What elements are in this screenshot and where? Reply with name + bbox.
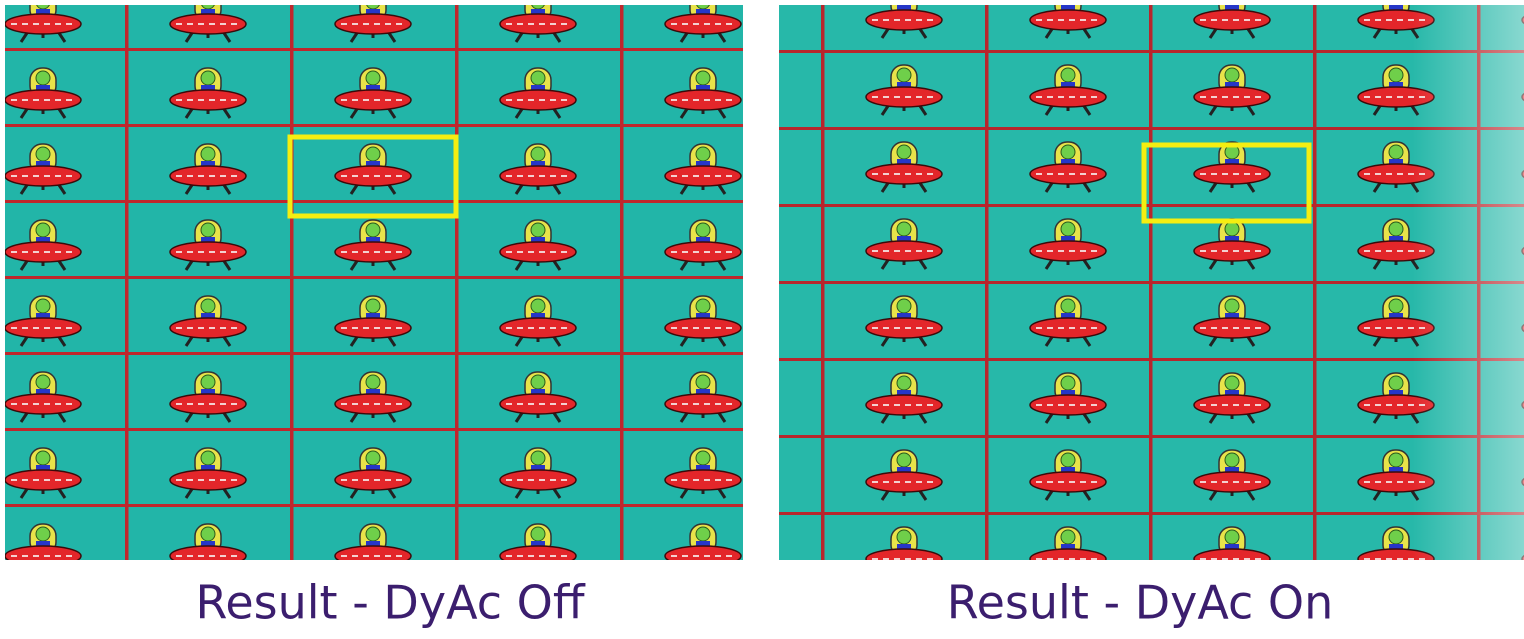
caption: Result - DyAc On [947,576,1334,630]
caption: Result - DyAc Off [195,576,585,630]
photo-dyac-off [5,5,743,560]
highlight-box [287,134,459,219]
photo-dyac-on [779,5,1524,560]
highlight-box [1141,142,1312,224]
